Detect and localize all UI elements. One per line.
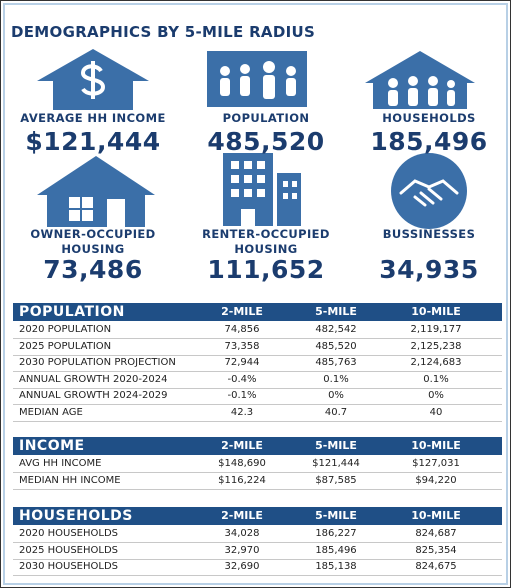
title: DEMOGRAPHICS BY 5-MILE RADIUS: [11, 23, 316, 41]
table-cell: 0%: [328, 390, 344, 401]
table-cell: 185,496: [315, 544, 357, 556]
table-cell: 825,354: [415, 544, 457, 556]
table-cell: 72,944: [224, 357, 260, 368]
table-cell: $116,224: [218, 474, 266, 486]
table-cell: AVG HH INCOME: [19, 458, 102, 469]
header-cell: 5-MILE: [315, 509, 357, 522]
table-cell: 2,119,177: [410, 324, 462, 335]
table-cell: 42.3: [230, 406, 254, 418]
table-cell: 482,542: [315, 324, 357, 335]
icon-dollar: [80, 61, 106, 99]
table-cell: 824,675: [415, 561, 457, 572]
table-cell: -0.4%: [227, 373, 257, 385]
table-row: 2025 POPULATION 73,358 485,520 2,125,238: [13, 339, 502, 356]
table-cell: 0.1%: [323, 373, 349, 385]
header-cell: 2-MILE: [221, 305, 263, 318]
stat-label: OWNER-OCCUPIED HOUSING: [30, 227, 156, 256]
stat-value: 185,496: [370, 127, 488, 156]
table-cell: 2,125,238: [410, 340, 462, 352]
table-cell: 485,520: [315, 340, 357, 352]
header-cell: 10-MILE: [411, 305, 461, 318]
table-cell: 2030 POPULATION PROJECTION: [19, 357, 176, 368]
table-cell: 2025 POPULATION: [19, 340, 112, 352]
table-row: 2025 HOUSEHOLDS 32,970 185,496 825,354: [13, 543, 502, 560]
stat-value: $121,444: [25, 127, 161, 156]
header-cell: HOUSEHOLDS: [19, 508, 133, 524]
table-cell: -0.1%: [227, 390, 257, 401]
table-row: ANNUAL GROWTH 2020-2024 -0.4% 0.1% 0.1%: [13, 372, 502, 389]
header-cell: 10-MILE: [411, 509, 461, 522]
table-header: POPULATION 2-MILE 5-MILE 10-MILE: [13, 303, 502, 321]
table-row: MEDIAN AGE 42.3 40.7 40: [13, 405, 502, 422]
header-cell: 5-MILE: [315, 305, 357, 318]
table-cell: 0.1%: [423, 373, 449, 385]
stat-label: AVERAGE HH INCOME: [20, 111, 166, 125]
stat-label: BUSSINESSES: [382, 227, 476, 241]
table-cell: 185,138: [315, 561, 357, 572]
icon-building-wing: [277, 173, 301, 226]
table-cell: 186,227: [315, 528, 357, 539]
icon-owner-house: [37, 156, 155, 227]
table-row: MEDIAN HH INCOME $116,224 $87,585 $94,220: [13, 473, 502, 490]
stat-value: 73,486: [43, 255, 143, 284]
table-cell: 2020 POPULATION: [19, 324, 112, 335]
table-cell: 73,358: [224, 340, 260, 352]
stat-value: 34,935: [379, 255, 479, 284]
table-row: 2030 POPULATION PROJECTION 72,944 485,763 2…: [13, 355, 502, 372]
icons: [37, 49, 475, 229]
table-row: ANNUAL GROWTH 2024-2029 -0.1% 0% 0%: [13, 388, 502, 405]
table-cell: 2025 HOUSEHOLDS: [19, 544, 119, 556]
table-cell: 74,856: [224, 324, 260, 335]
table-cell: 0%: [428, 390, 444, 401]
table-cell: $94,220: [415, 474, 457, 486]
table-row: AVG HH INCOME $148,690 $121,444 $127,031: [13, 456, 502, 473]
table-cell: 824,687: [415, 528, 457, 539]
header-cell: 10-MILE: [411, 439, 461, 452]
table-cell: 2020 HOUSEHOLDS: [19, 528, 119, 539]
table-cell: 485,763: [315, 357, 357, 368]
table-cell: MEDIAN AGE: [19, 406, 83, 418]
table-cell: 2030 HOUSEHOLDS: [19, 561, 119, 572]
table-cell: 32,690: [224, 561, 260, 572]
table-cell: 40: [429, 406, 443, 418]
table-cell: $148,690: [218, 458, 266, 469]
table-cell: $121,444: [312, 458, 360, 469]
frame: [3, 3, 508, 585]
table-row: 2020 POPULATION 74,856 482,542 2,119,177: [13, 322, 502, 339]
header-cell: INCOME: [19, 438, 85, 454]
table-cell: 34,028: [224, 528, 260, 539]
table-cell: ANNUAL GROWTH 2020-2024: [19, 373, 168, 385]
header-cell: POPULATION: [19, 304, 125, 320]
icon-households: [365, 51, 475, 109]
icon-hands: [399, 179, 459, 207]
table-cell: $87,585: [315, 474, 357, 486]
header-cell: 2-MILE: [221, 509, 263, 522]
table-header: INCOME 2-MILE 5-MILE 10-MILE: [13, 437, 502, 455]
stat-value: 485,520: [207, 127, 325, 156]
stat-label: HOUSEHOLDS: [382, 111, 476, 125]
table-cell: MEDIAN HH INCOME: [19, 474, 121, 486]
stat-label: POPULATION: [222, 111, 310, 125]
table-row: 2020 HOUSEHOLDS 34,028 186,227 824,687: [13, 526, 502, 543]
header-cell: 2-MILE: [221, 439, 263, 452]
table-cell: 2,124,683: [410, 357, 462, 368]
stat-value: 111,652: [207, 255, 325, 284]
icon-handshake: [391, 153, 467, 229]
header-cell: 5-MILE: [315, 439, 357, 452]
stat-label: RENTER-OCCUPIED HOUSING: [202, 227, 330, 256]
table-cell: 32,970: [224, 544, 260, 556]
table-cell: $127,031: [412, 458, 460, 469]
table-cell: ANNUAL GROWTH 2024-2029: [19, 390, 168, 401]
table-cell: 40.7: [324, 406, 348, 418]
table-row: 2030 HOUSEHOLDS 32,690 185,138 824,675: [13, 559, 502, 576]
table-header: HOUSEHOLDS 2-MILE 5-MILE 10-MILE: [13, 507, 502, 525]
